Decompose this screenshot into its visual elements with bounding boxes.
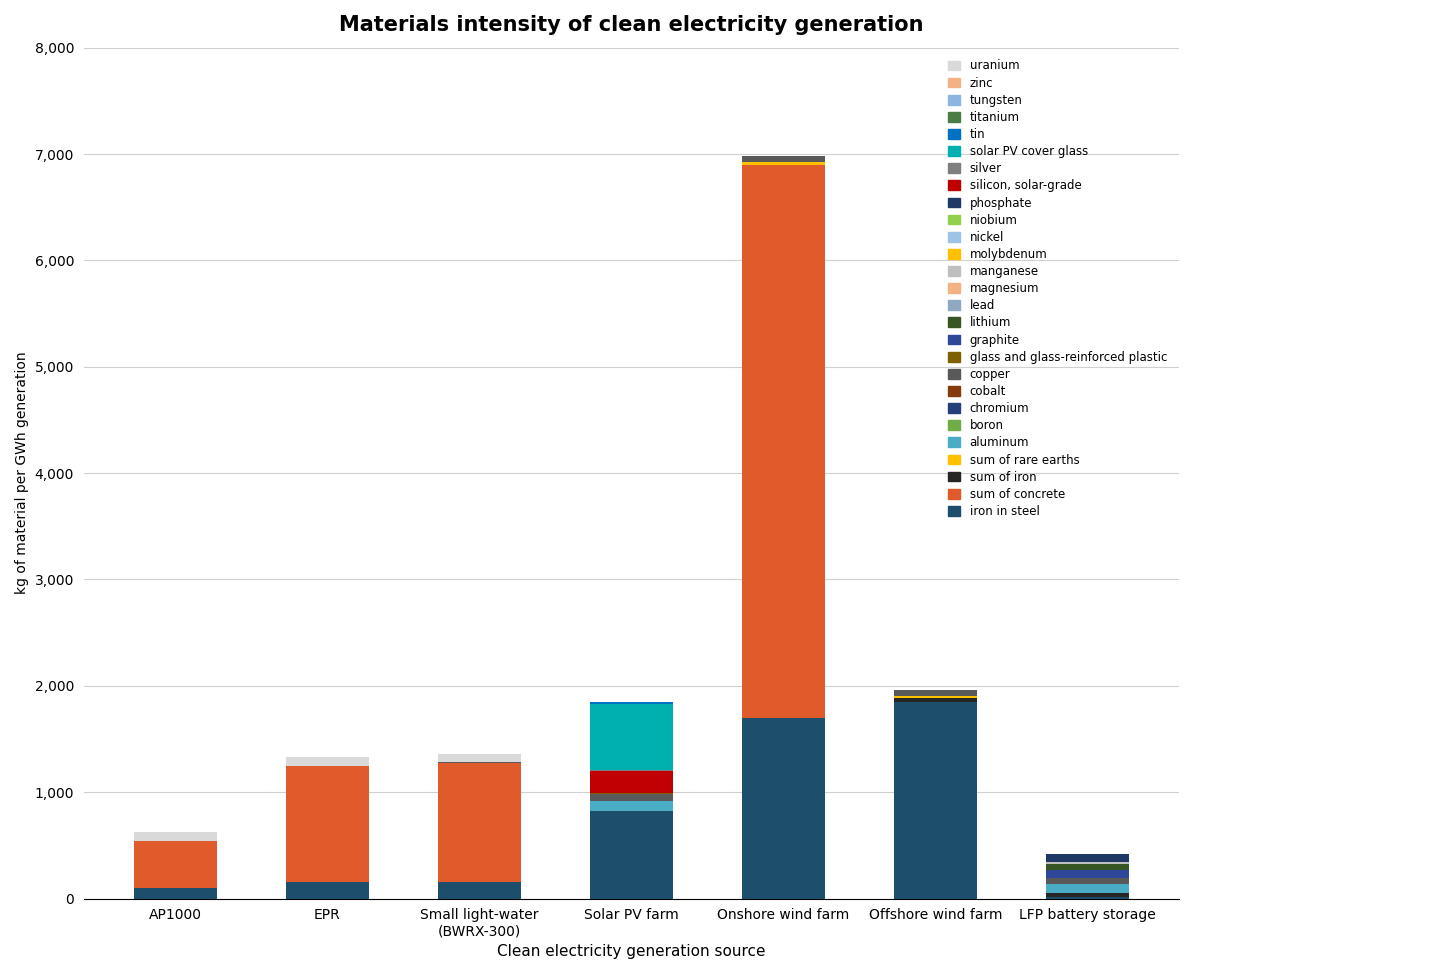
Bar	[1045, 883, 1130, 893]
Bar	[134, 832, 217, 841]
Bar	[894, 690, 977, 695]
Title: Materials intensity of clean electricity generation: Materials intensity of clean electricity…	[339, 15, 923, 35]
Bar	[1045, 854, 1130, 862]
Bar	[438, 754, 521, 763]
Bar	[741, 718, 826, 899]
Bar	[590, 702, 673, 704]
Bar	[894, 701, 977, 899]
Y-axis label: kg of material per GWh generation: kg of material per GWh generation	[15, 352, 29, 594]
Bar	[285, 882, 370, 899]
Bar	[741, 165, 826, 718]
Bar	[590, 793, 673, 794]
Bar	[741, 163, 826, 165]
Bar	[741, 157, 826, 163]
Bar	[438, 882, 521, 899]
Bar	[1045, 862, 1130, 864]
Bar	[590, 801, 673, 811]
Bar	[590, 769, 673, 771]
Bar	[285, 767, 370, 882]
Bar	[1045, 897, 1130, 899]
Bar	[134, 842, 217, 888]
Bar	[894, 695, 977, 698]
Bar	[134, 888, 217, 899]
Bar	[1045, 870, 1130, 878]
Bar	[590, 704, 673, 769]
Bar	[285, 757, 370, 766]
X-axis label: Clean electricity generation source: Clean electricity generation source	[496, 944, 766, 959]
Bar	[438, 763, 521, 882]
Legend: uranium, zinc, tungsten, titanium, tin, solar PV cover glass, silver, silicon, s: uranium, zinc, tungsten, titanium, tin, …	[942, 54, 1174, 524]
Bar	[894, 698, 977, 701]
Bar	[1045, 864, 1130, 870]
Bar	[590, 794, 673, 801]
Bar	[590, 811, 673, 899]
Bar	[1045, 878, 1130, 883]
Bar	[590, 771, 673, 793]
Bar	[1045, 893, 1130, 897]
